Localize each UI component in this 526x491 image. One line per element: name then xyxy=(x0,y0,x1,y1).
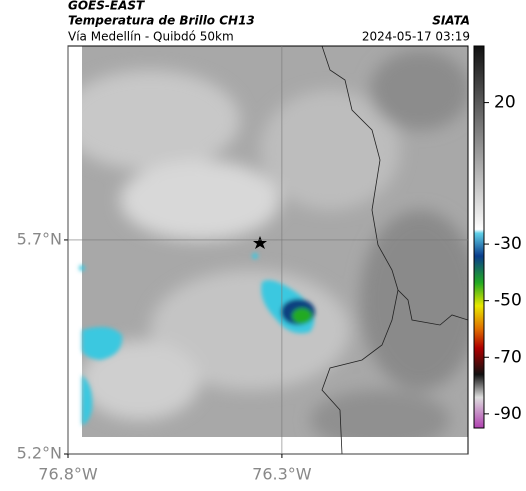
colorbar-tick-label: -30 xyxy=(494,234,522,254)
datetime: 2024-05-17 03:19 xyxy=(362,30,470,44)
lon-tick-label: 76.8°W xyxy=(38,465,98,484)
route: Vía Medellín - Quibdó 50km xyxy=(68,30,234,44)
lon-tick-label: 76.3°W xyxy=(252,465,312,484)
title: GOES-EAST xyxy=(68,0,145,13)
colorbar-tick-label: -90 xyxy=(494,404,522,424)
colorbar-tick-label: -50 xyxy=(494,291,522,311)
colorbar xyxy=(473,45,485,429)
subtitle: Temperatura de Brillo CH13 xyxy=(68,14,255,28)
satellite-image xyxy=(68,46,468,454)
lat-tick-label: 5.2°N xyxy=(17,444,62,463)
colorbar-tick-label: -70 xyxy=(494,347,522,367)
source: SIATA xyxy=(432,14,470,28)
colorbar-tick-label: 20 xyxy=(494,93,516,113)
lat-tick-label: 5.7°N xyxy=(17,229,62,248)
